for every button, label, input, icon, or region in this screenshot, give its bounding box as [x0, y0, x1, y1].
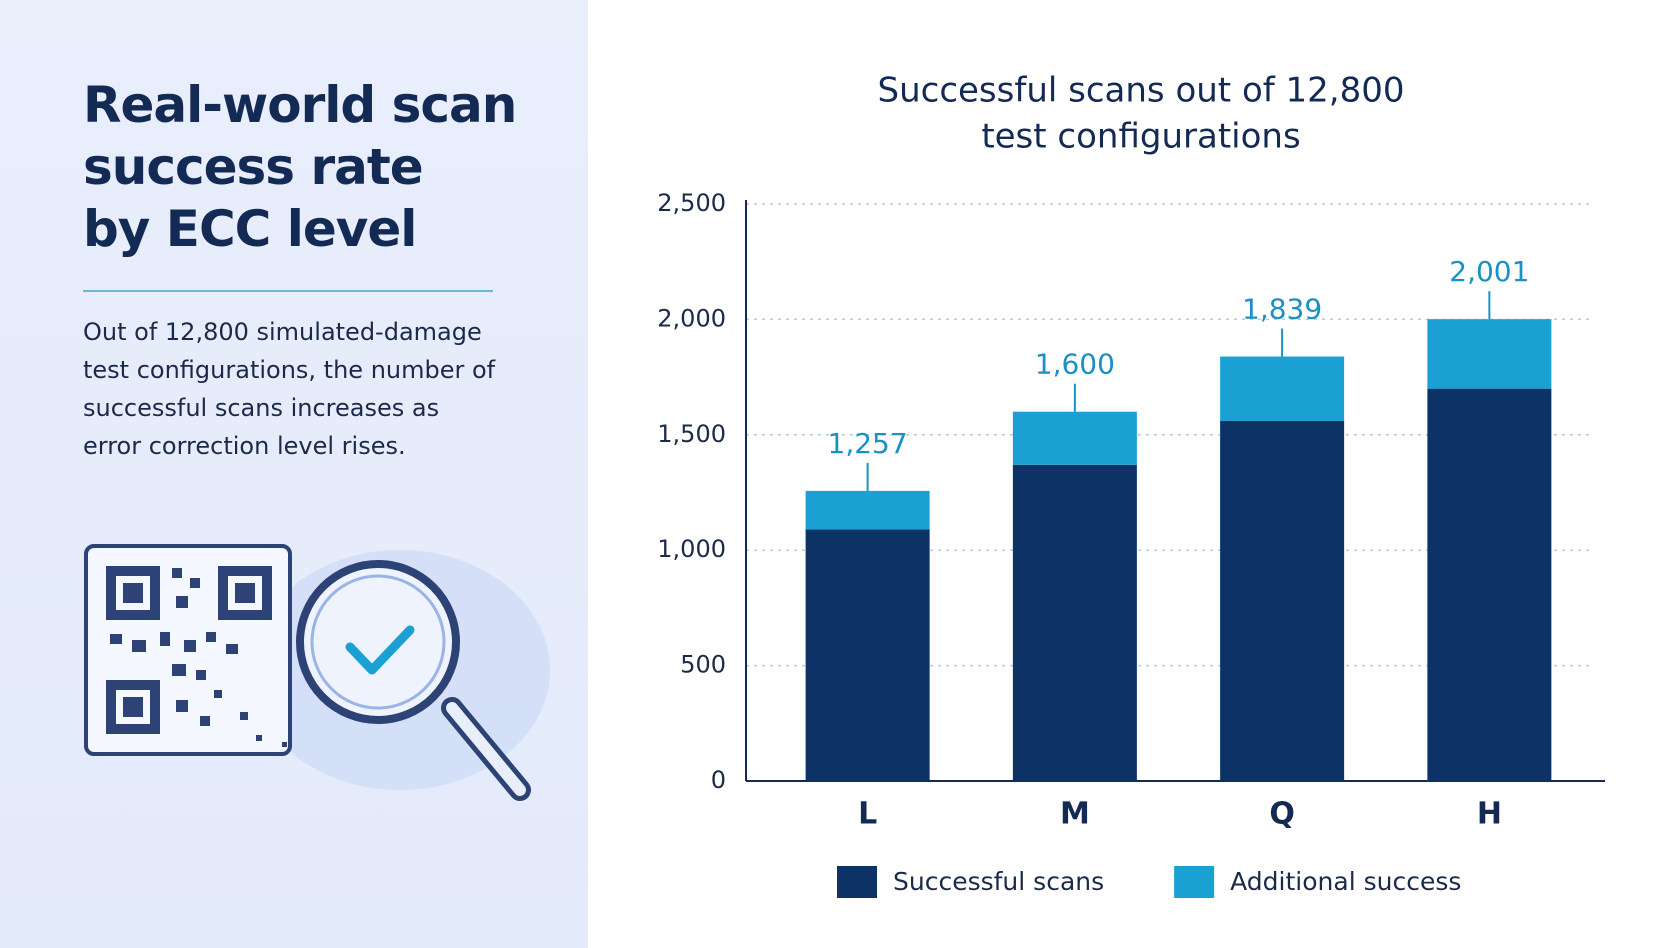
- panel-title-line: success rate: [83, 138, 424, 196]
- total-label: 1,600: [1035, 348, 1115, 381]
- side-panel: Real-world scan success rate by ECC level …: [0, 0, 588, 948]
- legend-swatch: [1174, 866, 1215, 898]
- x-tick-label: H: [1477, 797, 1502, 832]
- x-tick-label: L: [858, 797, 877, 832]
- bar-segment: [1427, 388, 1552, 781]
- qr-illustration: [84, 544, 550, 801]
- total-label: 1,839: [1242, 293, 1322, 326]
- bar-segment: [1012, 464, 1137, 781]
- legend-swatch: [837, 866, 877, 898]
- y-tick-label: 2,500: [657, 189, 726, 217]
- panel-title-line: by ECC level: [83, 200, 417, 258]
- total-label: 2,001: [1449, 255, 1529, 288]
- panel-title: Real-world scan success rate by ECC level: [83, 74, 517, 260]
- bar-segment: [805, 490, 930, 530]
- bar-segment: [1220, 356, 1345, 421]
- chart-title: test configurations: [981, 117, 1300, 157]
- y-tick-label: 500: [680, 651, 726, 679]
- bar-segment: [1012, 411, 1137, 465]
- y-tick-label: 1,000: [657, 535, 726, 563]
- divider: [83, 290, 493, 292]
- chart-title: Successful scans out of 12,800: [878, 71, 1405, 111]
- bar-segment: [1427, 319, 1552, 389]
- y-tick-label: 0: [711, 766, 726, 794]
- x-tick-label: M: [1060, 797, 1090, 832]
- panel-title-line: Real-world scan: [83, 76, 517, 134]
- legend-label: Successful scans: [893, 867, 1104, 896]
- bar-segment: [1220, 420, 1345, 781]
- bar-segment: [805, 529, 930, 781]
- panel-description: Out of 12,800 simulated-damage test conf…: [83, 318, 496, 460]
- y-tick-label: 2,000: [657, 304, 726, 332]
- y-tick-label: 1,500: [657, 420, 726, 448]
- legend-label: Additional success: [1230, 867, 1461, 896]
- x-tick-label: Q: [1269, 797, 1295, 832]
- total-label: 1,257: [828, 427, 908, 460]
